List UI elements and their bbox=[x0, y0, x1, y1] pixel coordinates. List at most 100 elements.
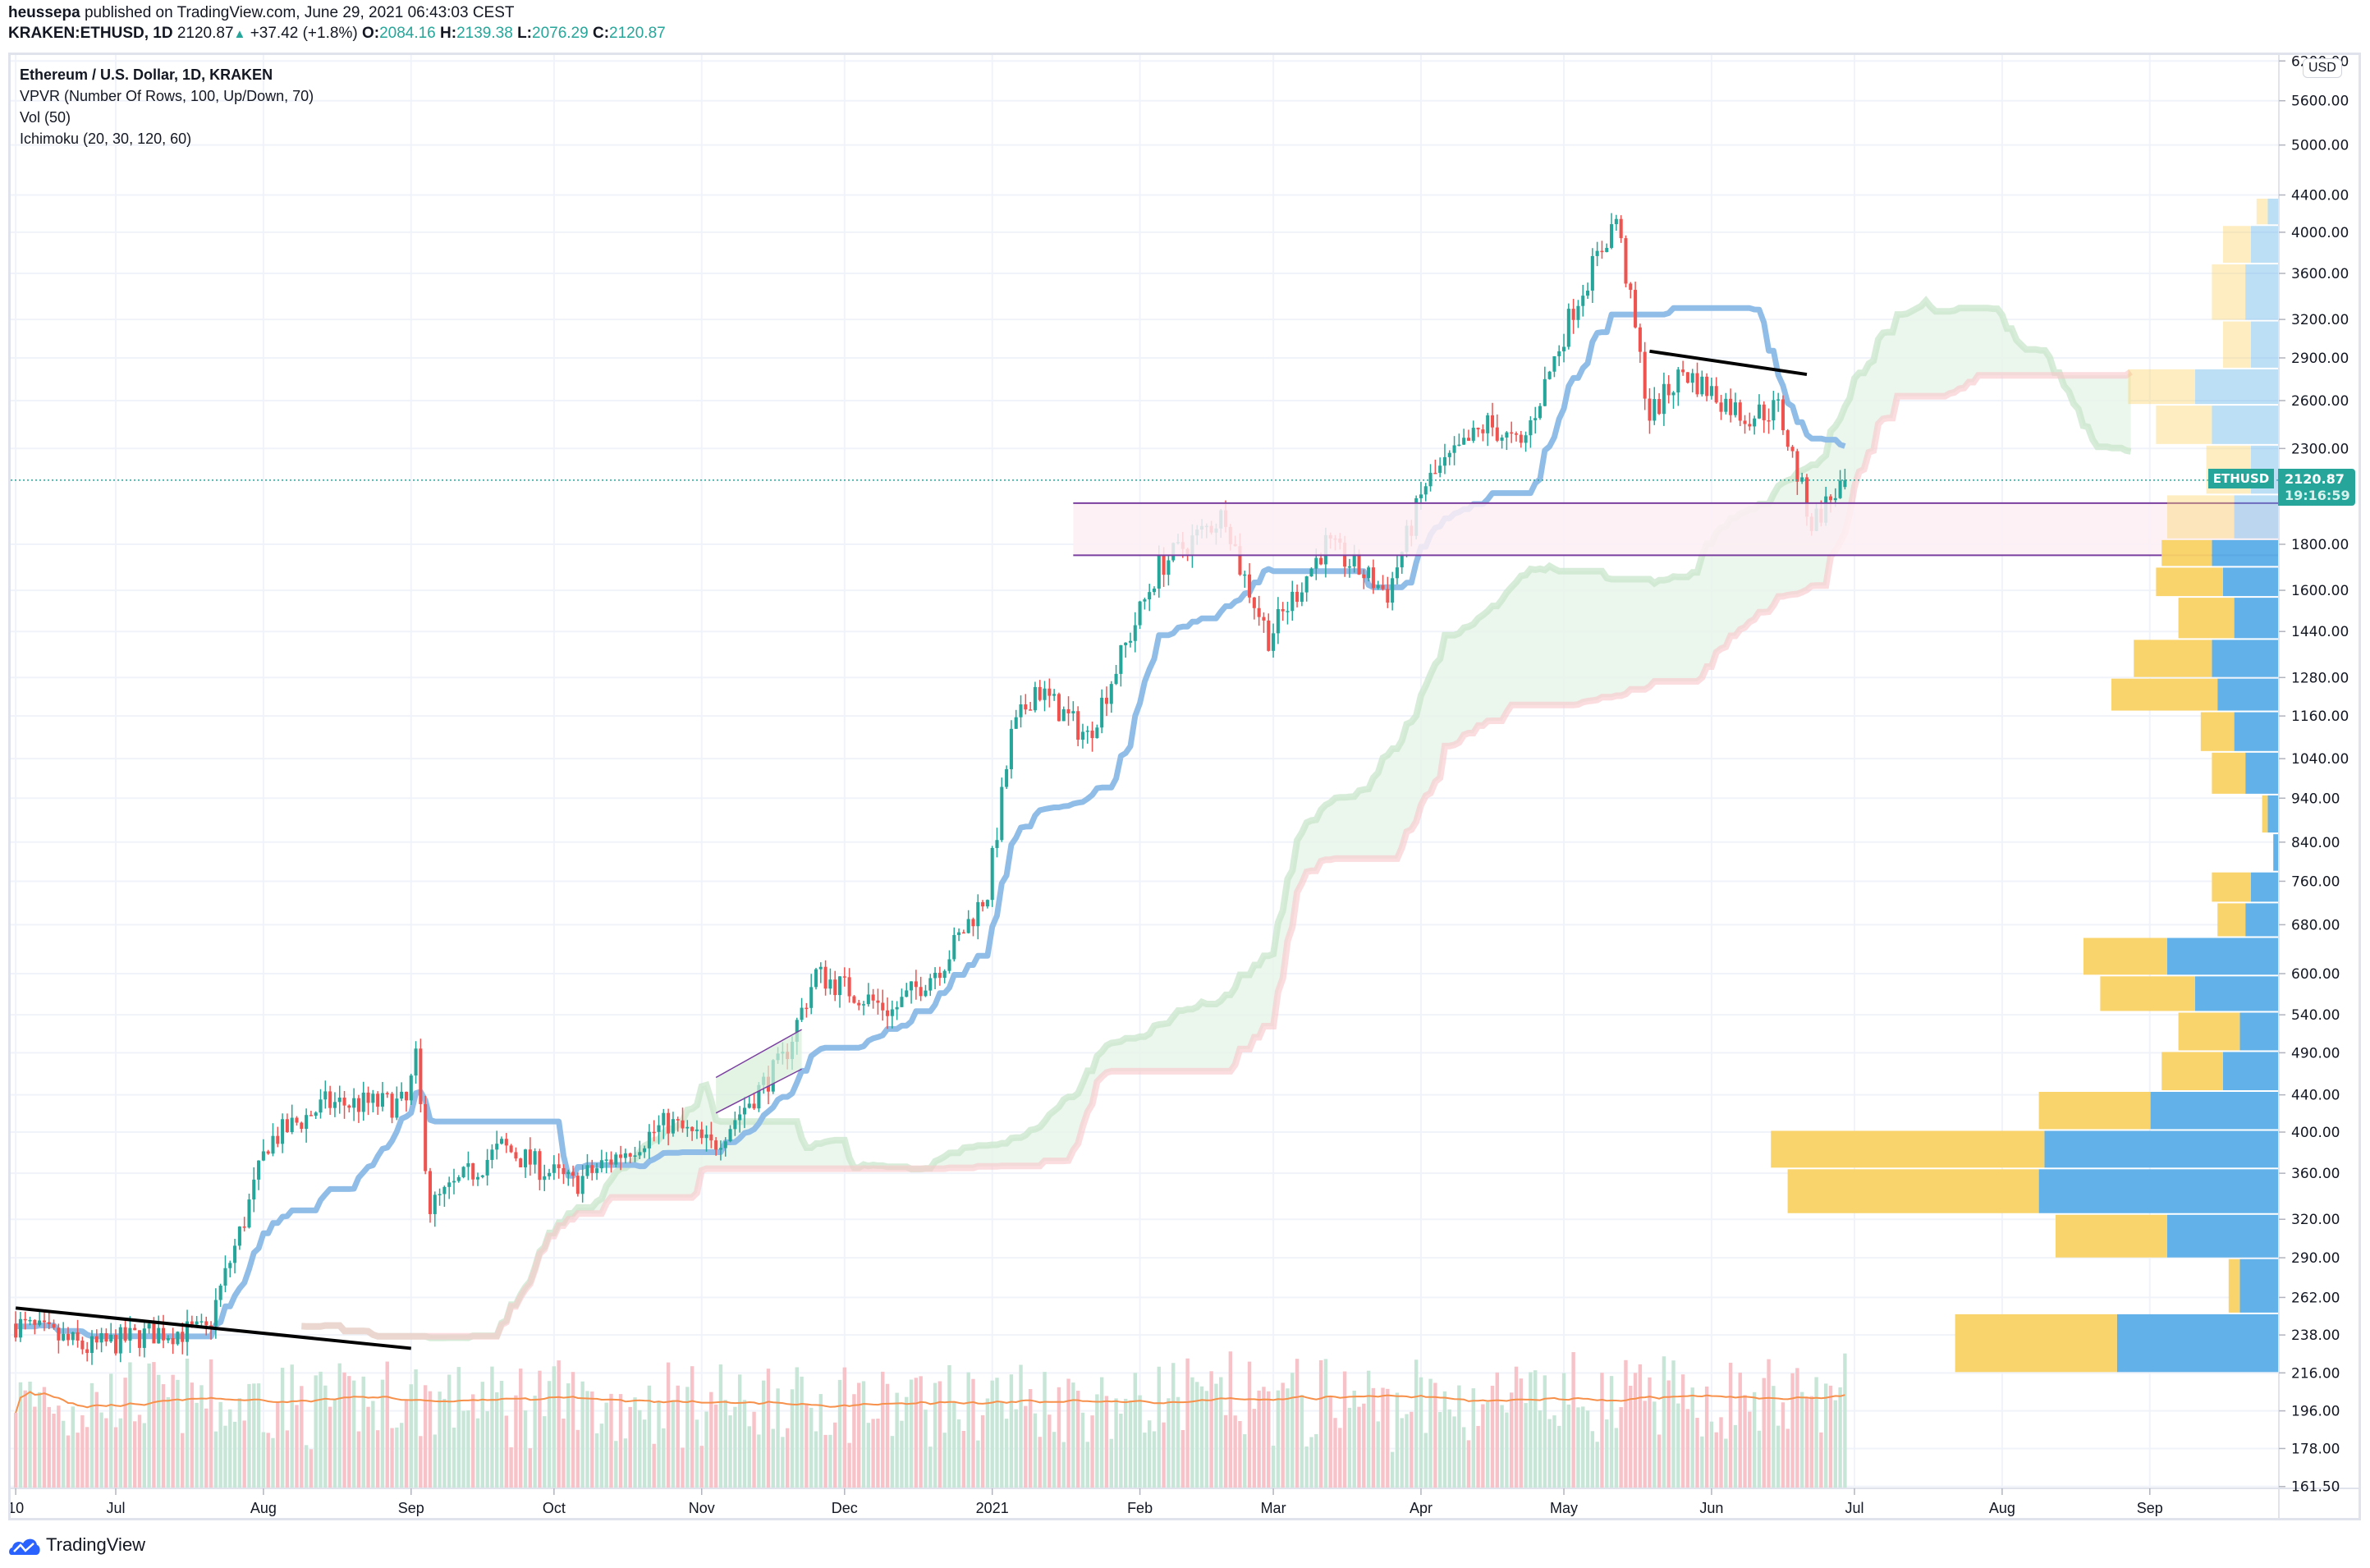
volume-bar bbox=[1547, 1419, 1552, 1488]
candle-body bbox=[671, 1119, 675, 1134]
candle-body bbox=[842, 976, 846, 978]
volume-bar bbox=[766, 1369, 771, 1488]
volume-bar bbox=[1247, 1361, 1252, 1488]
volume-bar bbox=[847, 1442, 851, 1488]
candle-body bbox=[1610, 224, 1614, 248]
legend-indicator-volume[interactable]: Vol (50) bbox=[20, 109, 71, 126]
candle-body bbox=[995, 840, 999, 848]
volume-bar bbox=[604, 1402, 608, 1488]
time-tick-label: Apr bbox=[1410, 1500, 1433, 1516]
volume-bar bbox=[1362, 1403, 1366, 1488]
candle-body bbox=[266, 1151, 270, 1154]
volume-bar bbox=[976, 1440, 980, 1488]
volume-bar bbox=[1014, 1409, 1018, 1488]
candle-body bbox=[1114, 673, 1118, 685]
volume-bar bbox=[833, 1422, 837, 1488]
candle-body bbox=[85, 1349, 89, 1354]
candle-body bbox=[137, 1330, 142, 1348]
volume-bar bbox=[57, 1405, 61, 1488]
candle-body bbox=[33, 1319, 37, 1325]
candle-body bbox=[76, 1332, 80, 1341]
candle-body bbox=[728, 1129, 732, 1142]
candle-body bbox=[109, 1334, 113, 1342]
volume-bar bbox=[414, 1369, 418, 1488]
candle-body bbox=[1738, 402, 1742, 421]
candle-body bbox=[447, 1182, 452, 1187]
candle-body bbox=[1786, 430, 1790, 447]
volume-bar bbox=[1290, 1373, 1295, 1488]
time-tick-label: Aug bbox=[1989, 1500, 2015, 1516]
candle-body bbox=[699, 1129, 704, 1139]
volume-bar bbox=[438, 1391, 442, 1488]
vpvr-down-bar bbox=[2262, 795, 2268, 833]
tradingview-brand[interactable]: TradingView bbox=[8, 1534, 145, 1557]
volume-bar bbox=[924, 1410, 928, 1488]
candle-body bbox=[1776, 399, 1781, 401]
candle-body bbox=[723, 1141, 727, 1148]
candle-body bbox=[337, 1098, 342, 1103]
volume-bar bbox=[947, 1364, 951, 1488]
candle-body bbox=[133, 1327, 137, 1331]
legend-indicator-vpvr[interactable]: VPVR (Number Of Rows, 100, Up/Down, 70) bbox=[20, 88, 314, 104]
currency-label[interactable]: USD bbox=[2303, 58, 2342, 78]
candle-body bbox=[1681, 369, 1685, 373]
volume-bar bbox=[485, 1411, 489, 1488]
candle-body bbox=[548, 1172, 552, 1176]
volume-bar bbox=[676, 1385, 680, 1488]
volume-bar bbox=[752, 1411, 756, 1488]
price-tick-label: 360.00 bbox=[2291, 1166, 2340, 1182]
candle-body bbox=[247, 1199, 251, 1228]
candle-body bbox=[1700, 376, 1704, 395]
volume-bar bbox=[18, 1382, 23, 1488]
candle-body bbox=[690, 1126, 694, 1131]
candle-body bbox=[947, 959, 951, 971]
volume-bar bbox=[1509, 1392, 1514, 1488]
candle-body bbox=[352, 1098, 356, 1108]
volume-bar bbox=[771, 1428, 775, 1488]
candle-body bbox=[662, 1112, 666, 1126]
volume-bar bbox=[1157, 1366, 1162, 1488]
time-tick-label: Jun bbox=[1699, 1500, 1723, 1516]
price-tick-label: 3200.00 bbox=[2291, 312, 2349, 328]
volume-bar bbox=[580, 1381, 584, 1488]
volume-bar bbox=[252, 1383, 256, 1488]
volume-bar bbox=[928, 1447, 933, 1488]
candle-body bbox=[614, 1154, 618, 1165]
volume-bar bbox=[300, 1386, 304, 1488]
volume-bar bbox=[1437, 1412, 1442, 1488]
volume-bar bbox=[1038, 1437, 1042, 1488]
volume-bar bbox=[332, 1400, 337, 1488]
price-chart[interactable]: 6200.005600.005000.004400.004000.003600.… bbox=[11, 55, 2359, 1518]
volume-bar bbox=[1338, 1428, 1342, 1488]
price-tick-label: 600.00 bbox=[2291, 966, 2340, 983]
vpvr-up-bar bbox=[2212, 640, 2279, 677]
legend-indicator-ichimoku[interactable]: Ichimoku (20, 30, 120, 60) bbox=[20, 131, 192, 147]
volume-bar bbox=[166, 1396, 171, 1488]
candle-body bbox=[1605, 247, 1609, 253]
legend-title[interactable]: Ethereum / U.S. Dollar, 1D, KRAKEN bbox=[20, 66, 273, 83]
candle-body bbox=[1795, 451, 1799, 482]
volume-bar bbox=[228, 1409, 232, 1488]
vpvr-up-bar bbox=[2195, 976, 2279, 1011]
volume-bar bbox=[1786, 1428, 1790, 1488]
volume-bar bbox=[533, 1396, 537, 1488]
volume-bar bbox=[1209, 1371, 1213, 1488]
volume-bar bbox=[937, 1381, 942, 1488]
candle-body bbox=[881, 1002, 885, 1011]
price-tick-label: 3600.00 bbox=[2291, 266, 2349, 282]
candle-body bbox=[857, 1002, 861, 1006]
vpvr-up-bar bbox=[2167, 1214, 2279, 1258]
candle-body bbox=[823, 966, 827, 989]
candle-body bbox=[400, 1091, 404, 1099]
volume-bar bbox=[1662, 1356, 1666, 1488]
volume-ma-line bbox=[15, 1391, 1845, 1414]
price-tick-label: 5600.00 bbox=[2291, 94, 2349, 110]
volume-bar bbox=[814, 1431, 818, 1488]
candle-body bbox=[528, 1149, 532, 1165]
chart-frame bbox=[8, 53, 2361, 1520]
candle-body bbox=[886, 1010, 890, 1016]
candle-body bbox=[152, 1323, 156, 1344]
price-tick-label: 238.00 bbox=[2291, 1327, 2340, 1344]
volume-bar bbox=[1333, 1418, 1337, 1488]
candle-body bbox=[990, 847, 994, 901]
